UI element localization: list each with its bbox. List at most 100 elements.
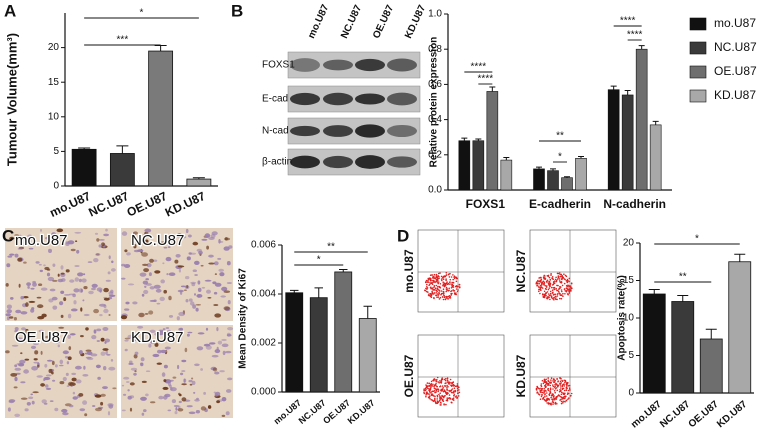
cell <box>198 250 203 255</box>
event <box>539 292 541 295</box>
cell <box>5 350 10 354</box>
cell <box>191 282 196 287</box>
x-tick-label: mo.U87 <box>48 189 93 220</box>
cell <box>121 277 126 280</box>
cell <box>221 414 226 417</box>
cell <box>164 346 171 350</box>
event <box>436 398 439 400</box>
event <box>448 287 451 290</box>
cell <box>175 254 181 258</box>
cell <box>43 264 46 267</box>
event <box>435 292 438 294</box>
cell <box>85 327 89 331</box>
flow-label: OE.U87 <box>402 354 416 397</box>
event <box>443 282 446 285</box>
cell <box>140 362 144 367</box>
event <box>456 290 459 293</box>
cell <box>157 349 162 354</box>
event <box>454 292 456 295</box>
event <box>566 387 568 390</box>
cell <box>79 350 83 355</box>
event <box>453 392 455 394</box>
event <box>426 286 428 288</box>
cell <box>82 299 85 302</box>
cell <box>149 258 154 263</box>
event <box>567 284 569 287</box>
event <box>548 294 551 297</box>
event <box>438 395 441 397</box>
event <box>444 379 447 382</box>
event <box>446 379 449 382</box>
cell <box>75 379 82 384</box>
error-bar <box>734 253 746 262</box>
event <box>552 281 555 283</box>
bar <box>561 177 573 191</box>
cell <box>145 370 151 373</box>
event <box>433 385 435 388</box>
event <box>566 288 569 290</box>
cell <box>67 313 72 319</box>
event <box>555 287 557 290</box>
cell <box>145 393 149 397</box>
cell <box>194 260 200 265</box>
cell <box>20 296 25 300</box>
event <box>550 396 552 399</box>
event <box>456 389 459 392</box>
micrograph <box>121 325 233 418</box>
event <box>551 289 554 292</box>
event <box>549 382 551 384</box>
cell <box>28 247 34 250</box>
cell <box>39 269 43 273</box>
cell <box>31 307 35 310</box>
event <box>556 389 559 392</box>
event <box>557 289 559 292</box>
event <box>457 285 459 288</box>
event <box>423 391 425 394</box>
event <box>454 385 457 388</box>
event <box>547 288 550 291</box>
error-bar <box>677 295 689 302</box>
event <box>558 272 561 274</box>
event <box>434 391 436 394</box>
cell <box>152 353 160 358</box>
event <box>427 277 430 280</box>
event <box>551 284 554 286</box>
cell <box>194 399 200 402</box>
cell <box>141 380 147 383</box>
flow-plot <box>529 229 617 313</box>
event <box>451 283 454 286</box>
cell <box>68 404 74 408</box>
cell <box>23 261 27 264</box>
event <box>442 395 445 398</box>
event <box>542 276 545 278</box>
event <box>432 383 434 386</box>
event <box>427 387 429 390</box>
event <box>566 281 569 284</box>
event <box>436 290 438 293</box>
cell <box>48 248 52 253</box>
cell <box>79 408 86 412</box>
event <box>544 292 547 295</box>
cell <box>16 362 24 366</box>
event <box>558 278 561 280</box>
event <box>458 386 460 389</box>
event <box>552 401 554 404</box>
event <box>438 400 441 402</box>
event <box>444 395 446 397</box>
cell <box>184 347 188 353</box>
event <box>453 394 456 396</box>
comparison-label: ** <box>679 272 687 283</box>
cell <box>11 344 19 347</box>
event <box>549 388 552 391</box>
event <box>552 291 554 294</box>
event <box>552 385 555 388</box>
blot-band <box>387 92 417 106</box>
event <box>451 384 454 387</box>
cell <box>228 245 233 249</box>
cell <box>43 378 46 381</box>
event <box>546 291 549 293</box>
cell <box>31 366 38 371</box>
event <box>423 392 426 395</box>
cell <box>171 399 176 404</box>
